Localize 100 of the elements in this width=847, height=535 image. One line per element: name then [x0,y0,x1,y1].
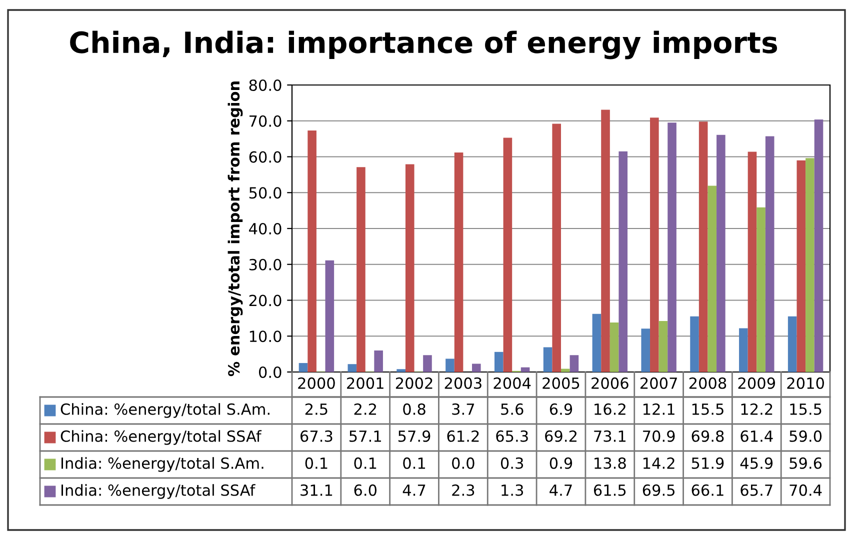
legend-label: India: %energy/total SSAf [62,484,256,499]
bar [348,364,357,372]
bar [561,368,570,372]
data-label: 6.9 [550,403,572,415]
data-label: 0.1 [403,457,426,469]
x-tick-label: 2006 [592,377,628,389]
data-label: 57.9 [398,430,430,442]
bar [298,363,308,372]
bar [446,358,454,372]
bar [396,369,406,372]
data-label: 2.5 [305,403,328,415]
data-label: 69.2 [545,430,576,442]
data-label: 4.7 [550,484,572,496]
data-label: 59.0 [790,430,822,442]
data-label: 73.1 [594,430,626,442]
data-label: 45.9 [740,457,773,469]
y-tick-label: 40.0 [249,222,282,235]
data-label: 70.9 [643,430,675,442]
bar [405,164,414,372]
data-label: 67.3 [300,430,332,442]
data-label: 69.5 [642,484,674,496]
bar [423,355,432,372]
data-label: 1.3 [502,484,524,496]
y-tick-label: 0.0 [258,366,282,378]
data-label: 4.7 [402,484,426,496]
bar [325,260,334,372]
bar [356,167,366,372]
data-label: 65.3 [496,430,528,442]
x-tick-label: 2007 [640,377,677,389]
bar [472,364,481,372]
data-label: 6.0 [354,484,376,496]
bar [814,119,824,372]
bar [454,152,464,372]
bar [570,355,579,372]
bar [308,130,316,372]
data-label: 0.3 [500,457,524,469]
bar [650,118,659,372]
data-label: 57.1 [350,430,381,442]
data-label: 15.5 [692,404,724,415]
y-tick-label: 70.0 [250,115,282,127]
x-tick-label: 2005 [542,377,580,389]
data-label: 12.1 [643,403,674,415]
bar [503,138,512,372]
bar [374,350,383,372]
y-tick-label: 80.0 [249,79,282,92]
x-tick-label: 2008 [689,377,726,389]
x-tick-label: 2002 [396,377,432,389]
data-label: 16.2 [594,403,626,415]
bar [610,322,619,372]
x-tick-label: 2001 [347,377,384,389]
bar [552,124,561,372]
data-label: 0.1 [354,457,376,469]
y-tick-label: 20.0 [249,294,282,306]
data-label: 14.2 [643,457,674,469]
data-label: 2.3 [452,484,474,496]
bar [748,152,757,372]
data-label: 0.1 [305,457,328,469]
bar [765,136,774,372]
bar [806,158,814,372]
data-label: 66.1 [692,484,724,496]
bar [601,110,610,372]
bar [618,151,628,372]
legend-label: China: %energy/total SSAf [60,430,262,445]
x-tick-label: 2010 [787,377,824,389]
bar [543,347,552,372]
x-tick-label: 2000 [298,377,335,389]
x-tick-label: 2009 [738,377,775,389]
bar [698,122,708,372]
data-label: 61.5 [594,484,626,496]
y-axis-title: % energy/total import from region [228,82,243,376]
y-tick-label: 10.0 [250,330,282,342]
bar [520,367,530,372]
data-label: 65.7 [740,484,772,496]
data-label: 31.1 [300,484,332,496]
bar [739,328,748,372]
data-label: 0.8 [403,403,426,415]
y-tick-label: 30.0 [249,258,282,270]
bar [716,134,726,372]
bar [494,352,504,372]
data-label: 61.2 [447,430,479,442]
data-label: 59.6 [790,457,822,469]
data-label: 12.2 [741,403,772,415]
data-label: 13.8 [594,457,626,469]
x-tick-label: 2003 [444,377,482,389]
y-tick-label: 60.0 [249,151,282,163]
data-label: 70.4 [790,484,822,496]
legend-label: China: %energy/total S.Am. [60,403,270,418]
data-label: 69.8 [692,430,724,442]
data-label: 0.0 [452,457,474,469]
legend-label: India: %energy/total S.Am. [62,457,264,472]
bar [668,122,676,372]
bar [788,316,797,372]
bar [592,314,602,372]
data-label: 5.6 [501,403,524,415]
chart-title: China, India: importance of energy imports [70,30,778,60]
data-label: 51.9 [692,457,724,469]
bar [690,316,699,372]
bar [756,207,766,372]
data-label: 0.9 [550,457,572,469]
bar [641,328,650,372]
